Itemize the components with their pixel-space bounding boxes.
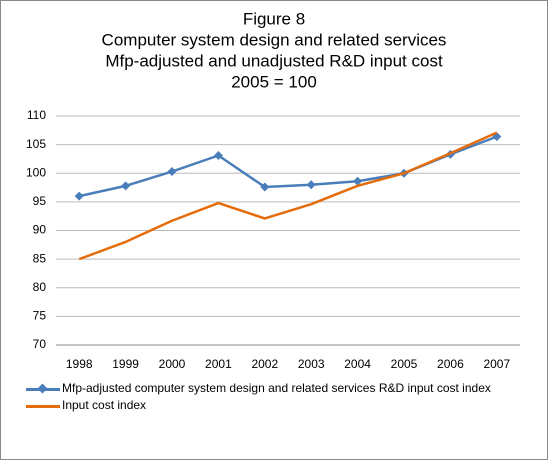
chart-title: Figure 8 (243, 9, 305, 28)
legend-item: Mfp-adjusted computer system design and … (26, 380, 496, 397)
y-tick-label: 110 (27, 108, 46, 122)
x-tick-label: 1998 (66, 357, 93, 371)
legend-marker (37, 383, 48, 394)
marker (167, 167, 177, 177)
series-line (78, 131, 498, 261)
y-tick-label: 80 (33, 280, 47, 294)
x-tick-label: 2004 (344, 357, 371, 371)
legend: Mfp-adjusted computer system design and … (26, 380, 496, 414)
x-tick-label: 2006 (437, 357, 464, 371)
legend-label: Input cost index (62, 398, 147, 412)
x-tick-label: 2001 (205, 357, 232, 371)
y-tick-label: 90 (33, 223, 47, 237)
chart-title: Mfp-adjusted and unadjusted R&D input co… (105, 51, 443, 70)
x-tick-label: 2000 (159, 357, 186, 371)
y-tick-label: 75 (33, 309, 47, 323)
y-tick-label: 85 (33, 251, 47, 265)
x-tick-label: 2007 (483, 357, 510, 371)
x-tick-label: 2003 (298, 357, 325, 371)
x-tick-label: 2005 (391, 357, 418, 371)
chart-title: 2005 = 100 (231, 72, 317, 91)
marker (306, 180, 316, 190)
marker (213, 151, 223, 161)
x-tick-label: 2002 (251, 357, 278, 371)
x-tick-label: 1999 (112, 357, 139, 371)
y-tick-label: 100 (26, 165, 46, 179)
marker (74, 191, 84, 201)
legend-swatch (26, 405, 60, 408)
marker (353, 176, 363, 186)
y-tick-label: 95 (33, 194, 47, 208)
legend-item: Input cost index (26, 397, 496, 414)
marker (121, 181, 131, 191)
y-tick-label: 105 (26, 137, 46, 151)
marker (260, 182, 270, 192)
y-tick-label: 70 (33, 337, 47, 351)
legend-label: Mfp-adjusted computer system design and … (62, 381, 491, 395)
chart-title: Computer system design and related servi… (102, 30, 447, 49)
